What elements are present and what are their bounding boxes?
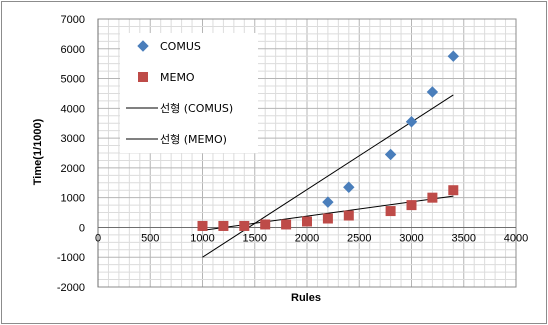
memo-point: [427, 192, 438, 203]
y-tick-label: 7000: [61, 14, 85, 26]
memo-point: [322, 213, 333, 224]
memo-point: [302, 216, 312, 227]
x-tick-label: 2500: [347, 232, 371, 244]
comus-point: [447, 50, 460, 62]
x-tick-label: 3500: [452, 232, 476, 244]
memo-point: [218, 220, 229, 231]
y-tick-label: -1000: [57, 252, 85, 264]
legend: COMUS MEMO 선형 (COMUS) 선형 (MEMO): [120, 33, 258, 153]
y-tick-label: 2000: [61, 163, 85, 175]
y-tick-label: 1000: [61, 193, 85, 205]
x-axis-title: Rules: [291, 292, 321, 304]
x-tick-label: 0: [95, 232, 101, 244]
legend-label: 선형 (COMUS): [160, 102, 233, 115]
y-axis-title: Time(1/1000): [32, 118, 44, 185]
comus-point: [343, 181, 355, 193]
y-tick-label: -2000: [57, 282, 85, 294]
memo-point: [343, 210, 354, 221]
y-tick-label: 4000: [61, 103, 85, 115]
legend-memo-marker: [138, 72, 148, 82]
memo-point: [385, 206, 396, 217]
legend-label: MEMO: [160, 71, 195, 84]
legend-comus-marker: [137, 40, 149, 52]
memo-point: [197, 220, 208, 231]
x-tick-label: 1000: [190, 232, 214, 244]
y-tick-label: 3000: [61, 133, 85, 145]
y-tick-label: 0: [79, 222, 85, 234]
x-tick-label: 500: [141, 232, 159, 244]
memo-point: [239, 220, 250, 231]
memo-point: [448, 185, 459, 196]
memo-point: [406, 200, 417, 211]
y-tick-label: 6000: [61, 44, 85, 56]
comus-point: [322, 196, 334, 208]
y-tick-labels: -2000 -1000 0 1000 2000 3000 4000 5000 6000 7000: [57, 14, 85, 294]
x-tick-label: 1500: [243, 232, 267, 244]
memo-point: [281, 219, 292, 230]
x-tick-label: 4000: [504, 232, 528, 244]
y-tick-label: 5000: [61, 74, 85, 86]
comus-point: [426, 86, 439, 98]
legend-label: COMUS: [160, 40, 201, 53]
x-tick-labels: 0 500 1000 1500 2000 2500 3000 3500 4000: [95, 232, 528, 244]
legend-box: [120, 33, 258, 153]
x-tick-label: 3000: [399, 232, 423, 244]
memo-point: [260, 219, 271, 230]
legend-label: 선형 (MEMO): [160, 133, 227, 146]
data-points: [197, 50, 460, 231]
comus-point: [405, 116, 418, 128]
x-tick-label: 2000: [295, 232, 319, 244]
comus-point: [384, 148, 397, 161]
